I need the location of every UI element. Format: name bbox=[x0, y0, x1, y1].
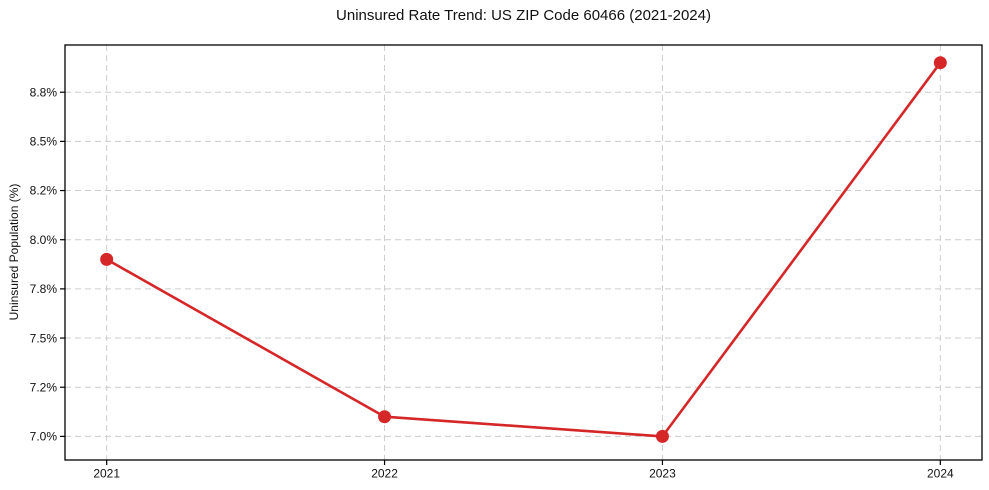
x-tick-label: 2024 bbox=[927, 467, 954, 481]
data-point-2022 bbox=[378, 410, 392, 424]
data-point-2021 bbox=[100, 252, 114, 266]
x-tick-label: 2023 bbox=[649, 467, 676, 481]
x-tick-label: 2022 bbox=[371, 467, 398, 481]
y-tick-label: 7.2% bbox=[30, 380, 58, 394]
y-tick-label: 8.0% bbox=[30, 233, 58, 247]
plot-border bbox=[64, 44, 983, 461]
chart-title: Uninsured Rate Trend: US ZIP Code 60466 … bbox=[336, 7, 711, 24]
y-axis-label: Uninsured Population (%) bbox=[7, 183, 21, 321]
data-point-2023 bbox=[655, 429, 669, 443]
y-tick-label: 8.2% bbox=[30, 184, 58, 198]
data-point-2024 bbox=[933, 56, 947, 70]
y-tick-label: 8.8% bbox=[30, 85, 58, 99]
y-tick-label: 8.5% bbox=[30, 135, 58, 149]
x-tick-label: 2021 bbox=[93, 467, 120, 481]
y-tick-label: 7.8% bbox=[30, 282, 58, 296]
y-tick-label: 7.5% bbox=[30, 331, 58, 345]
y-tick-label: 7.0% bbox=[30, 430, 58, 444]
trend-line bbox=[105, 61, 942, 438]
